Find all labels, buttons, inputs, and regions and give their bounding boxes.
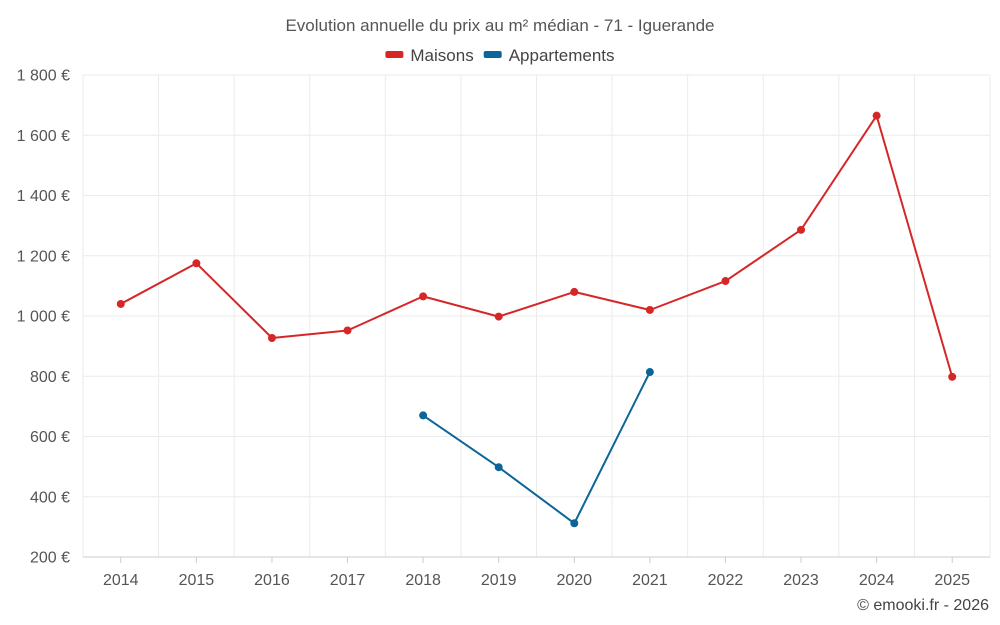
y-tick-label: 600 € bbox=[30, 429, 70, 446]
data-point-maisons[interactable] bbox=[645, 305, 654, 314]
data-point-maisons[interactable] bbox=[721, 277, 730, 286]
grid bbox=[82, 74, 991, 558]
x-tick-label: 2021 bbox=[632, 572, 668, 589]
credit-text: © emooki.fr - 2026 bbox=[857, 597, 989, 614]
data-point-maisons[interactable] bbox=[192, 259, 201, 268]
data-point-appartements[interactable] bbox=[419, 411, 428, 420]
x-tick-label: 2020 bbox=[556, 572, 592, 589]
x-tick-label: 2018 bbox=[405, 572, 441, 589]
y-tick-label: 1 200 € bbox=[17, 248, 70, 265]
data-point-appartements[interactable] bbox=[645, 368, 654, 377]
x-tick-label: 2016 bbox=[254, 572, 290, 589]
series-line-appartements bbox=[422, 371, 651, 525]
legend-swatch-maisons bbox=[385, 51, 404, 58]
data-point-maisons[interactable] bbox=[116, 299, 125, 308]
data-point-maisons[interactable] bbox=[419, 292, 428, 301]
x-tick-label: 2025 bbox=[934, 572, 970, 589]
legend-item-appartements[interactable]: Appartements bbox=[483, 46, 615, 65]
x-tick-label: 2014 bbox=[103, 572, 139, 589]
y-tick-label: 400 € bbox=[30, 489, 70, 506]
x-tick-label: 2017 bbox=[330, 572, 366, 589]
series-line-maisons bbox=[120, 114, 954, 378]
data-point-maisons[interactable] bbox=[872, 111, 881, 120]
axes: 200 € 400 € 600 € 800 € 1 000 € 1 200 € 1 400 … bbox=[17, 68, 990, 589]
x-tick-label: 2022 bbox=[708, 572, 744, 589]
y-tick-label: 1 800 € bbox=[17, 68, 70, 85]
legend-item-maisons[interactable]: Maisons bbox=[385, 46, 474, 65]
series-maisons bbox=[116, 111, 957, 381]
legend-label-maisons: Maisons bbox=[410, 46, 473, 65]
y-tick-label: 200 € bbox=[30, 550, 70, 567]
data-point-appartements[interactable] bbox=[570, 519, 579, 528]
y-tick-label: 800 € bbox=[30, 369, 70, 386]
data-point-maisons[interactable] bbox=[570, 287, 579, 296]
chart-title: Evolution annuelle du prix au m² médian … bbox=[285, 16, 714, 35]
data-point-maisons[interactable] bbox=[948, 372, 957, 381]
data-point-maisons[interactable] bbox=[494, 312, 503, 321]
legend[interactable]: Maisons Appartements bbox=[385, 46, 615, 65]
x-tick-label: 2015 bbox=[179, 572, 215, 589]
series-appartements bbox=[419, 368, 654, 528]
y-tick-label: 1 400 € bbox=[17, 188, 70, 205]
y-tick-label: 1 600 € bbox=[17, 128, 70, 145]
data-point-maisons[interactable] bbox=[343, 326, 352, 335]
legend-label-appartements: Appartements bbox=[509, 46, 615, 65]
data-point-maisons[interactable] bbox=[267, 333, 276, 342]
y-tick-label: 1 000 € bbox=[17, 309, 70, 326]
x-tick-label: 2019 bbox=[481, 572, 517, 589]
data-point-appartements[interactable] bbox=[494, 463, 503, 472]
legend-swatch-appartements bbox=[483, 51, 502, 58]
series-layer bbox=[116, 111, 957, 528]
x-tick-label: 2023 bbox=[783, 572, 819, 589]
data-point-maisons[interactable] bbox=[797, 225, 806, 234]
x-tick-label: 2024 bbox=[859, 572, 895, 589]
